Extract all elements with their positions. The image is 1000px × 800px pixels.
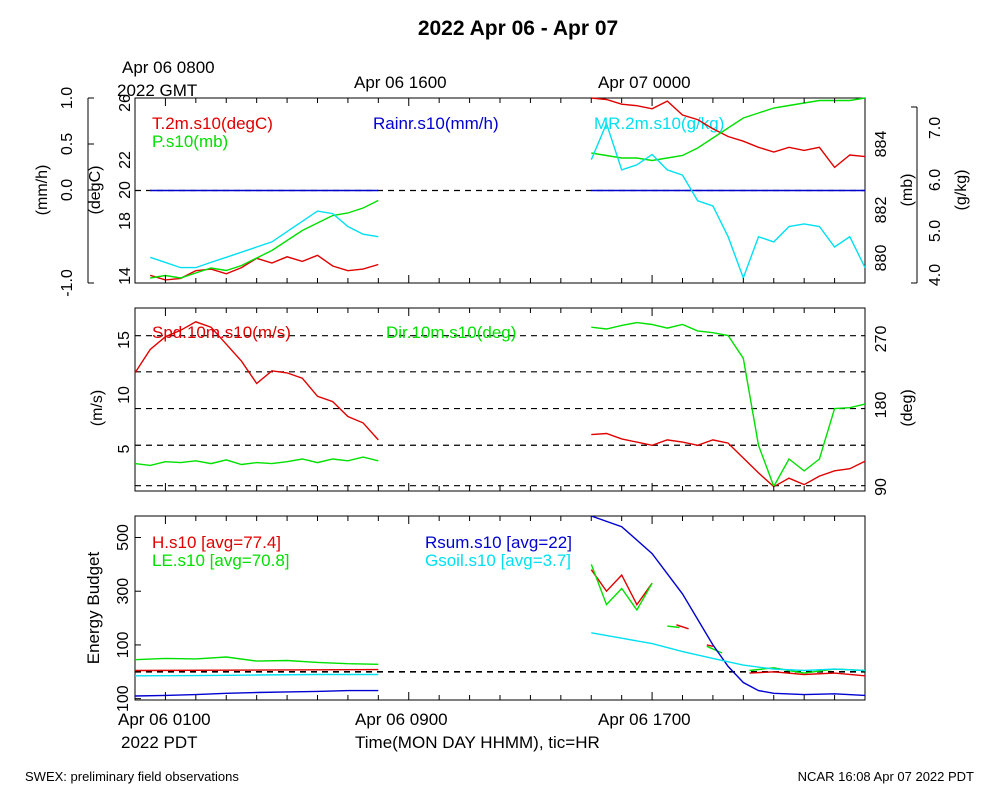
series-line-h: [135, 668, 379, 672]
temp-tick: 26: [117, 94, 134, 112]
x-axis-label: Time(MON DAY HHMM), tic=HR: [355, 733, 600, 752]
series-line-h: [749, 671, 865, 677]
legend-direction: Dir.10m.s10(deg): [386, 323, 516, 342]
series-line-p: [591, 97, 866, 162]
legend-sensible-heat: H.s10 [avg=77.4]: [152, 533, 281, 552]
energy-tick: 100: [115, 685, 132, 712]
series-line-spd: [134, 321, 379, 441]
top-tick-label: Apr 07 0000: [598, 73, 691, 92]
temp-tick: 14: [117, 267, 134, 285]
panel-temperature-pressure: 1.0 0.5 0.0 -1.0 (mm/h) 26 22 20 18 14 (…: [34, 87, 970, 297]
legend-soil-heat: Gsoil.s10 [avg=3.7]: [425, 551, 571, 570]
speed-axis-label: (m/s): [89, 390, 106, 426]
mr-tick: 5.0: [927, 220, 944, 242]
energy-tick: 300: [115, 578, 132, 605]
speed-tick: 15: [116, 331, 133, 349]
series-line-h: [676, 624, 689, 630]
speed-tick: 10: [116, 386, 133, 404]
legend-temperature: T.2m.s10(degC): [152, 114, 273, 133]
series-line-spd: [591, 432, 866, 488]
series-line-rsum: [591, 516, 865, 697]
series-line-dir: [134, 456, 379, 467]
legend-pressure: P.s10(mb): [152, 132, 228, 151]
rain-tick: 0.5: [59, 133, 76, 155]
rain-axis-label: (mm/h): [34, 165, 51, 216]
pressure-tick: 880: [873, 245, 890, 272]
series-line-p: [150, 199, 379, 279]
chart-title: 2022 Apr 06 - Apr 07: [418, 17, 618, 40]
series-line-dir: [591, 321, 866, 489]
temp-axis-label: (degC): [87, 166, 104, 215]
speed-tick: 5: [116, 444, 133, 453]
bottom-tick-label: Apr 06 0100: [118, 710, 211, 729]
series-line-le: [590, 564, 653, 612]
mr-tick: 7.0: [927, 117, 944, 139]
legend-rain: Rainr.s10(mm/h): [373, 114, 499, 133]
series-line-le: [667, 625, 680, 629]
series-line-mr: [149, 210, 379, 269]
mr-axis-label: (g/kg): [953, 170, 970, 211]
series-line-gsoil: [135, 673, 379, 677]
energy-tick: 500: [115, 524, 132, 551]
bottom-tick-label: Apr 06 1700: [598, 710, 691, 729]
series-line-t: [149, 254, 379, 281]
rain-tick: 1.0: [59, 87, 76, 109]
pressure-tick: 884: [873, 131, 890, 158]
top-tick-label: Apr 06 0800: [122, 58, 215, 77]
legend-mixing-ratio: MR.2m.s10(g/kg): [594, 114, 724, 133]
energy-axis-label: Energy Budget: [84, 551, 103, 664]
temp-tick: 18: [117, 212, 134, 230]
series-line-h: [706, 644, 714, 647]
series-line-rsum: [135, 689, 379, 697]
panel-energy-budget: 500 300 100 100 Energy Budget H.s10 [avg=77…: [84, 515, 866, 712]
bottom-tick-label: Apr 06 0900: [355, 710, 448, 729]
legend-speed: Spd.10m.s10(m/s): [152, 323, 291, 342]
footer-note: SWEX: preliminary field observations: [25, 769, 239, 784]
rain-tick: 0.0: [59, 179, 76, 201]
bottom-axis-sublabel: 2022 PDT: [121, 733, 198, 752]
rain-tick: -1.0: [59, 269, 76, 297]
legend-net-radiation: Rsum.s10 [avg=22]: [425, 533, 572, 552]
energy-tick: 100: [115, 631, 132, 658]
footer-timestamp: NCAR 16:08 Apr 07 2022 PDT: [798, 769, 974, 784]
direction-tick: 90: [873, 478, 890, 496]
series-line-le: [706, 645, 723, 654]
legend-latent-heat: LE.s10 [avg=70.8]: [152, 551, 290, 570]
pressure-axis-label: (mb): [899, 174, 916, 207]
top-tick-label: Apr 06 1600: [354, 73, 447, 92]
series-line-t: [591, 97, 866, 169]
series-line-mr: [590, 121, 866, 280]
panel-wind: 15 10 5 (m/s) 270 180 90 (deg) Spd.10m.s…: [89, 307, 916, 496]
series-line-le: [135, 656, 379, 665]
direction-tick: 180: [873, 392, 890, 419]
top-axis-sublabel: 2022 GMT: [117, 81, 197, 100]
temp-tick: 22: [117, 151, 134, 169]
direction-tick: 270: [873, 326, 890, 353]
series-line-h: [590, 569, 653, 606]
mr-tick: 4.0: [927, 264, 944, 286]
mr-tick: 6.0: [927, 169, 944, 191]
series-line-gsoil: [591, 632, 865, 672]
pressure-tick: 882: [873, 197, 890, 224]
direction-axis-label: (deg): [899, 389, 916, 426]
temp-tick: 20: [117, 181, 134, 199]
